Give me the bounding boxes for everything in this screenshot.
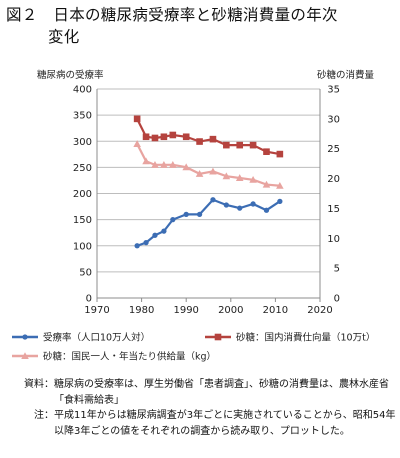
y-tick-label: 150	[73, 215, 92, 226]
chart: 1970 1980 1990 2000 2010 2020 050100150200250…	[12, 69, 375, 363]
legend: 受療率（人口10万人対） 砂糖：国内消費仕向量（10万t） 砂糖：国民一人・年当たり…	[12, 332, 375, 363]
series-2-point	[160, 133, 168, 141]
series-1-point	[250, 201, 256, 207]
series-3-point	[222, 172, 231, 180]
series-2-point	[263, 148, 270, 155]
series-1-point	[152, 232, 158, 238]
series-2-point	[209, 135, 217, 143]
series-1-point	[183, 211, 189, 218]
x-ticks: 1970 1980 1990 2000 2010 2020	[84, 298, 333, 316]
series	[133, 115, 284, 249]
series-1	[134, 197, 283, 249]
series-3-point	[142, 157, 150, 165]
figure-title-line2: 変化	[48, 28, 80, 46]
source-notes: 資料 ： 糖尿病の受療率は、厚生労働省「患者調査」、砂糖の消費量は、農林水産省「…	[6, 377, 398, 439]
axes	[96, 89, 321, 299]
y2-tick-label: 15	[327, 204, 340, 215]
legend-label: 受療率（人口10万人対）	[43, 332, 150, 344]
x-tick-label: 2020	[307, 305, 332, 316]
series-2-point	[276, 150, 284, 158]
y-tick-label: 100	[73, 241, 92, 252]
figure-title: 図２ 日本の糖尿病受療率と砂糖消費量の年次 変化	[6, 4, 398, 48]
x-tick-label: 2010	[263, 305, 288, 316]
series-3-point	[151, 161, 159, 168]
note-source: 資料 ： 糖尿病の受療率は、厚生労働省「患者調査」、砂糖の消費量は、農林水産省「…	[6, 377, 398, 408]
series-3-point	[169, 161, 177, 168]
y-tick-label: 350	[73, 111, 92, 122]
series-2-point	[142, 133, 150, 141]
series-3-line	[136, 143, 280, 187]
x-tick-label: 2000	[218, 305, 243, 316]
legend-label: 砂糖：国民一人・年当たり供給量（kg）	[43, 351, 216, 363]
y-tick-label: 200	[73, 189, 92, 200]
series-2-line	[136, 118, 281, 156]
y2-ticks: 0 5 10 15 20 25 30 35	[327, 85, 340, 305]
series-1-point	[237, 205, 243, 211]
note-source-text: 糖尿病の受療率は、厚生労働省「患者調査」、砂糖の消費量は、農林水産省「食料需給表…	[54, 379, 389, 406]
y2-tick-label: 35	[327, 85, 340, 96]
series-3-point	[235, 174, 244, 182]
series-2-point	[196, 138, 203, 145]
x-tick-label: 1990	[173, 305, 198, 316]
series-1-point	[196, 211, 203, 218]
series-1-point	[161, 228, 167, 234]
note-remark: 注 ： 平成11年からは糖尿病調査が3年ごとに実施されていることから、昭和54年…	[6, 408, 398, 439]
series-1-line	[136, 198, 281, 247]
figure-title-line1: 図２ 日本の糖尿病受療率と砂糖消費量の年次	[6, 6, 338, 24]
series-3-point	[262, 180, 271, 188]
series-3-point	[276, 181, 284, 189]
series-2-point	[249, 141, 257, 149]
y2-tick-label: 20	[327, 174, 340, 185]
legend-item-3: 砂糖：国民一人・年当たり供給量（kg）	[12, 351, 216, 363]
x-tick-label: 1980	[129, 305, 154, 316]
y2-tick-label: 25	[327, 144, 340, 155]
y2-tick-label: 10	[327, 234, 340, 245]
y-tick-label: 250	[73, 163, 92, 174]
series-2	[133, 115, 284, 158]
series-1-point	[263, 207, 270, 213]
series-1-point	[143, 239, 149, 246]
series-2-point	[182, 133, 190, 141]
series-3-point	[160, 161, 168, 168]
series-1-point	[277, 198, 283, 204]
series-2-point	[169, 131, 177, 139]
series-1-point	[223, 202, 229, 208]
series-1-point	[134, 243, 140, 249]
series-1-point	[210, 197, 216, 203]
note-remark-text: 平成11年からは糖尿病調査が3年ごとに実施されていることから、昭和54年以降3年…	[54, 410, 396, 437]
series-3-point	[249, 175, 257, 183]
y-ticks: 0 50 100 150 200 250 300 350 400	[73, 85, 92, 305]
y2-axis-title: 砂糖の消費量	[317, 69, 375, 81]
series-3-point	[209, 167, 217, 175]
y-axis-title: 糖尿病の受療率	[37, 69, 104, 81]
grid	[97, 88, 320, 273]
legend-swatch-marker	[214, 333, 222, 341]
series-3	[133, 140, 284, 189]
y-tick-label: 300	[73, 137, 92, 148]
series-2-point	[151, 134, 159, 142]
legend-item-2: 砂糖：国内消費仕向量（10万t）	[205, 332, 375, 344]
y2-tick-label: 30	[327, 114, 340, 125]
y2-tick-label: 5	[334, 264, 340, 275]
series-2-point	[133, 115, 141, 123]
legend-label: 砂糖：国内消費仕向量（10万t）	[236, 332, 375, 344]
series-1-point	[170, 216, 176, 223]
series-3-point	[133, 140, 141, 147]
x-tick-label: 1970	[84, 305, 109, 316]
legend-item-1: 受療率（人口10万人対）	[12, 332, 150, 344]
series-2-point	[223, 141, 230, 149]
y2-tick-label: 0	[334, 294, 340, 305]
legend-swatch-marker	[21, 352, 29, 360]
legend-swatch-marker	[22, 334, 28, 340]
series-3-point	[182, 163, 190, 171]
note-remark-label: 注	[34, 410, 44, 421]
series-2-point	[236, 141, 244, 149]
y-tick-label: 50	[79, 267, 92, 278]
note-source-label: 資料	[24, 379, 44, 390]
y-tick-label: 0	[86, 294, 92, 305]
series-3-point	[195, 169, 204, 177]
y-tick-label: 400	[73, 85, 92, 96]
